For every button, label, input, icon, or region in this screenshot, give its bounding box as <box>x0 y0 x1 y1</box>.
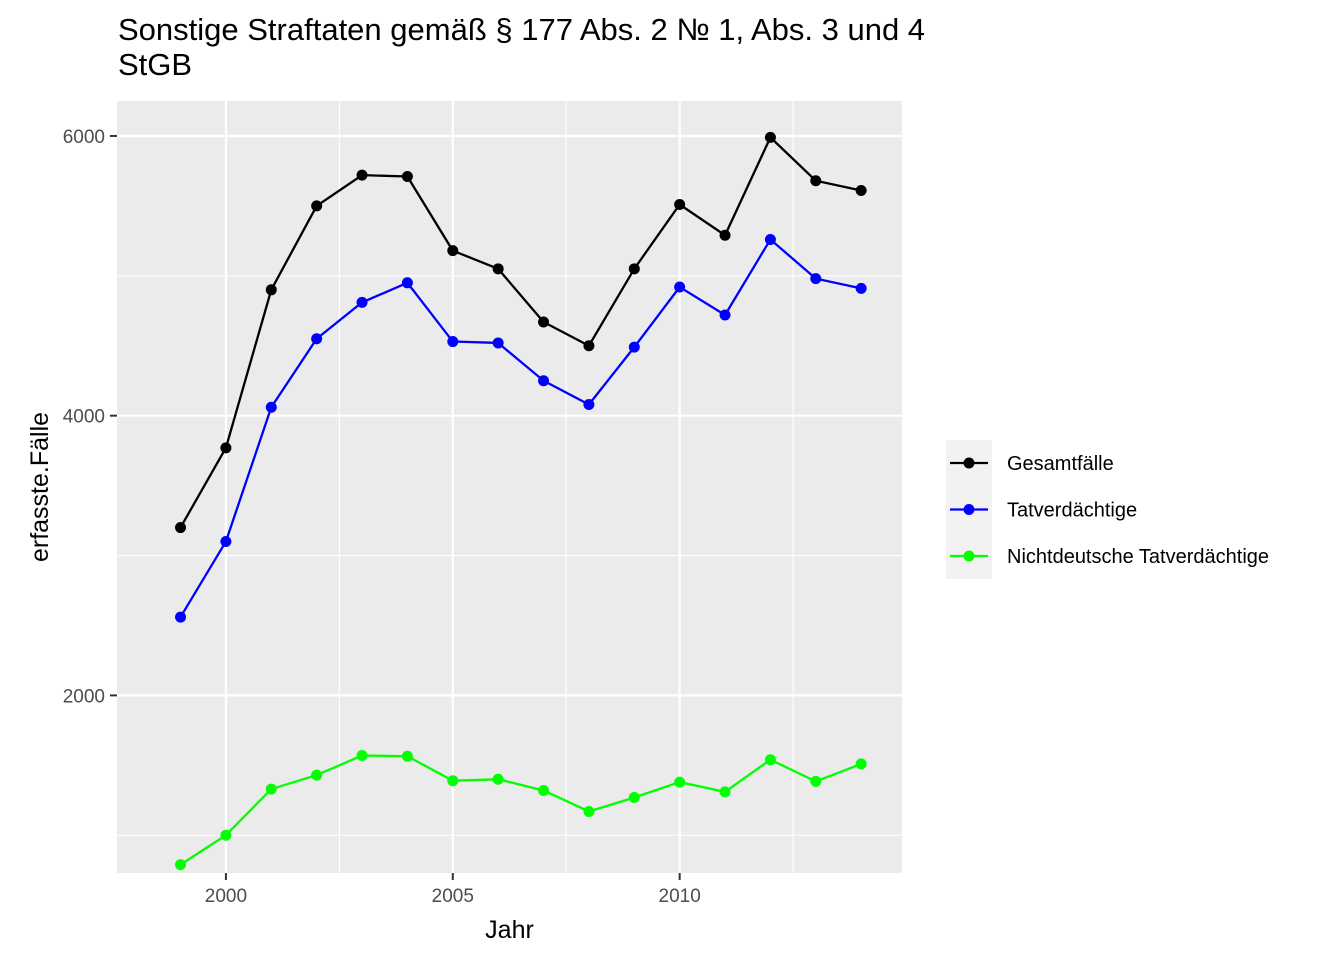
data-point <box>628 263 640 275</box>
data-point <box>447 245 459 257</box>
data-point <box>674 776 686 788</box>
legend-item: Gesamtfälle <box>950 453 1114 475</box>
data-point <box>175 522 187 534</box>
major-gridlines <box>117 101 902 873</box>
data-point <box>810 175 822 187</box>
legend-label: Gesamtfälle <box>1007 453 1114 475</box>
data-point <box>265 401 277 413</box>
data-point <box>583 340 595 352</box>
data-point <box>401 750 413 762</box>
data-point <box>583 805 595 817</box>
minor-gridlines <box>117 101 902 873</box>
x-tick-label: 2005 <box>432 886 474 907</box>
data-point <box>220 536 232 548</box>
data-point <box>719 309 731 321</box>
series-line <box>179 135 862 529</box>
data-point <box>538 784 550 796</box>
y-axis-title: erfasste.Fälle <box>26 412 54 562</box>
data-point <box>538 375 550 387</box>
data-point <box>764 754 776 766</box>
data-point <box>583 398 595 410</box>
series-3 <box>175 750 867 871</box>
data-point <box>311 200 323 212</box>
data-point <box>401 171 413 183</box>
data-point <box>492 773 504 785</box>
data-point <box>447 775 459 787</box>
data-point <box>674 198 686 210</box>
data-point <box>311 333 323 345</box>
series-layer <box>175 131 867 871</box>
series-line <box>179 754 862 866</box>
x-tick-label: 2010 <box>659 886 701 907</box>
data-point <box>855 282 867 294</box>
axes: 2000 2005 2010 2000 4000 6000 <box>63 127 701 907</box>
x-tick-label: 2000 <box>205 886 247 907</box>
data-point <box>719 229 731 241</box>
data-point <box>764 131 776 143</box>
series-1 <box>175 131 867 534</box>
data-point <box>356 750 368 762</box>
legend-key-point <box>963 504 975 515</box>
legend-label: Nichtdeutsche Tatverdächtige <box>1007 546 1269 568</box>
data-point <box>855 185 867 197</box>
legend-key-point <box>963 550 975 562</box>
legend-item: Nichtdeutsche Tatverdächtige <box>950 546 1269 568</box>
legend-item: Tatverdächtige <box>950 500 1137 522</box>
data-point <box>538 316 550 328</box>
data-point <box>356 296 368 308</box>
data-point <box>220 442 232 454</box>
y-tick-label: 6000 <box>63 127 105 148</box>
data-point <box>810 273 822 285</box>
data-point <box>356 169 368 181</box>
series-2 <box>175 233 867 623</box>
data-point <box>265 783 277 795</box>
legend: Gesamtfälle Tatverdächtige Nichtdeutsche T… <box>946 440 1269 579</box>
data-point <box>175 611 187 623</box>
legend-label: Tatverdächtige <box>1007 500 1137 522</box>
legend-key-point <box>963 457 975 469</box>
chart-title: Sonstige Straftaten gemäß § 177 Abs. 2 №… <box>118 12 926 82</box>
data-point <box>628 341 640 353</box>
data-point <box>764 233 776 245</box>
data-point <box>810 775 822 787</box>
y-tick-label: 4000 <box>63 407 105 428</box>
series-line <box>179 237 862 618</box>
data-point <box>674 281 686 293</box>
data-point <box>492 337 504 349</box>
y-tick-label: 2000 <box>63 686 105 707</box>
data-point <box>719 786 731 798</box>
data-point <box>265 284 277 296</box>
data-point <box>175 859 187 871</box>
data-point <box>492 263 504 275</box>
plot-panel <box>117 101 902 873</box>
data-point <box>220 829 232 841</box>
data-point <box>447 336 459 348</box>
data-point <box>628 791 640 803</box>
data-point <box>401 277 413 289</box>
x-axis-title: Jahr <box>485 916 534 944</box>
data-point <box>855 758 867 770</box>
data-point <box>311 769 323 781</box>
